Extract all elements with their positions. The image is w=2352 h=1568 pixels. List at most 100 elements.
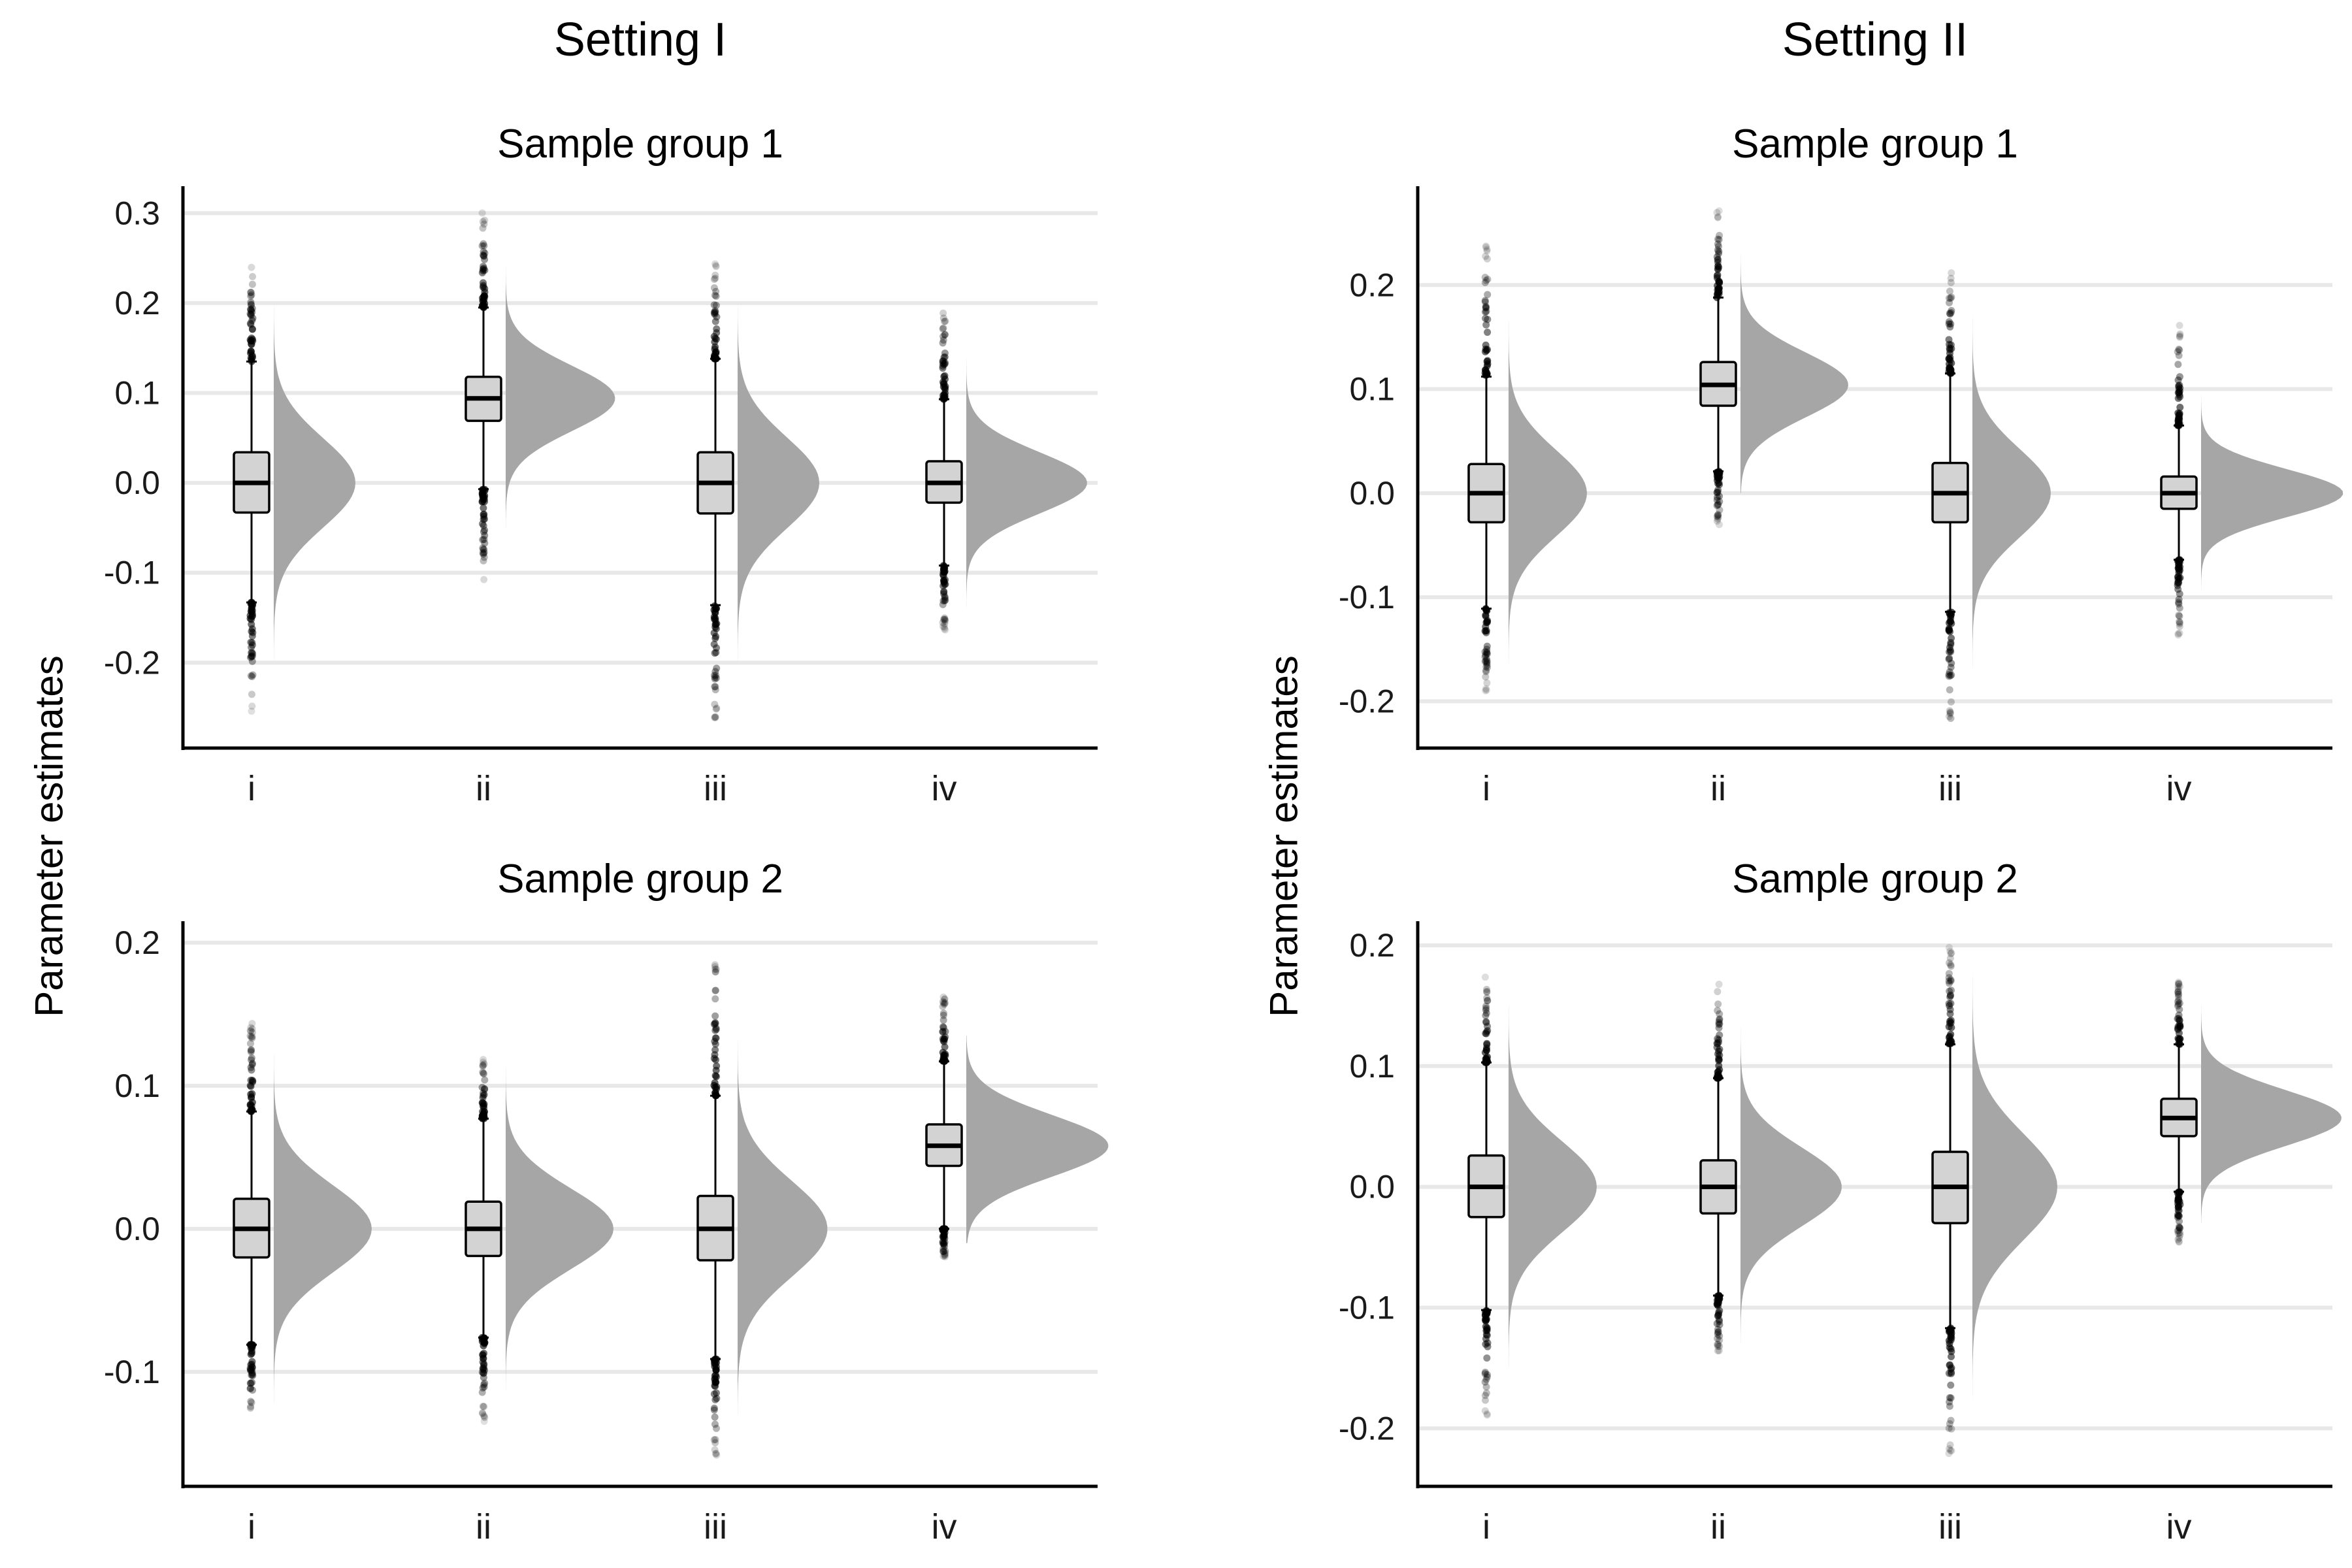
outlier-point bbox=[712, 1424, 720, 1432]
outlier-point bbox=[711, 963, 719, 971]
outlier-point bbox=[1946, 672, 1954, 679]
outlier-point bbox=[480, 1369, 487, 1377]
outlier-point bbox=[1945, 1450, 1953, 1458]
outlier-point bbox=[1946, 993, 1954, 1001]
outlier-point bbox=[1946, 309, 1953, 317]
outlier-point bbox=[711, 1450, 719, 1458]
outlier-point bbox=[1482, 302, 1490, 310]
outlier-point bbox=[1947, 309, 1955, 317]
outlier-point bbox=[939, 333, 947, 340]
raincloud-iii bbox=[1931, 269, 2051, 723]
outlier-point bbox=[2176, 629, 2183, 637]
x-tick-label: i bbox=[1482, 1507, 1490, 1546]
outlier-point bbox=[2174, 988, 2182, 996]
raincloud-ii bbox=[465, 209, 615, 583]
outlier-point bbox=[1947, 617, 1955, 625]
outlier-point bbox=[248, 627, 255, 635]
outlier-point bbox=[1947, 977, 1955, 985]
density-shape bbox=[1509, 1005, 1597, 1368]
outlier-point bbox=[480, 515, 487, 523]
outlier-point bbox=[1714, 1007, 1722, 1015]
outlier-point bbox=[2174, 361, 2182, 368]
outlier-point bbox=[712, 674, 720, 682]
outlier-point bbox=[479, 1061, 487, 1069]
outlier-point bbox=[248, 291, 255, 299]
outlier-point bbox=[1946, 1032, 1953, 1040]
raincloud-iv bbox=[925, 993, 1109, 1261]
outlier-point bbox=[1483, 247, 1491, 255]
outlier-point bbox=[247, 292, 255, 300]
outlier-point bbox=[1947, 1353, 1955, 1361]
y-tick-label: -0.1 bbox=[104, 555, 160, 591]
outlier-point bbox=[1483, 661, 1491, 669]
outlier-point bbox=[2175, 412, 2183, 419]
outlier-point bbox=[2176, 1224, 2184, 1232]
outlier-point bbox=[1945, 320, 1953, 328]
outlier-point bbox=[247, 347, 255, 355]
outlier-point bbox=[1946, 1343, 1953, 1351]
outlier-point bbox=[1482, 242, 1490, 250]
outlier-point bbox=[711, 310, 719, 318]
density-shape bbox=[1972, 285, 2051, 691]
outlier-point bbox=[2175, 595, 2183, 603]
outlier-point bbox=[247, 312, 255, 319]
outlier-point bbox=[711, 1396, 719, 1403]
outlier-point bbox=[711, 1019, 719, 1027]
outlier-point bbox=[939, 576, 947, 584]
y-tick-label: 0.0 bbox=[1349, 1169, 1395, 1205]
x-tick-label: iii bbox=[704, 1507, 727, 1546]
outlier-point bbox=[711, 965, 719, 973]
outlier-point bbox=[1713, 512, 1721, 520]
outlier-point bbox=[481, 539, 489, 547]
outlier-point bbox=[478, 242, 486, 250]
outlier-point bbox=[711, 1382, 719, 1390]
panel-title: Sample group 2 bbox=[1732, 857, 2018, 902]
outlier-point bbox=[247, 300, 255, 308]
outlier-point bbox=[1482, 1019, 1490, 1026]
outlier-point bbox=[712, 292, 720, 300]
outlier-point bbox=[2176, 590, 2183, 598]
outlier-point bbox=[1482, 304, 1490, 312]
outlier-point bbox=[941, 995, 949, 1003]
outlier-point bbox=[1482, 1009, 1490, 1017]
outlier-point bbox=[2175, 1212, 2183, 1220]
outlier-point bbox=[1946, 287, 1953, 295]
raincloud-iii bbox=[696, 961, 828, 1459]
outlier-point bbox=[479, 218, 487, 225]
outlier-point bbox=[712, 1056, 720, 1064]
outlier-point bbox=[248, 335, 255, 342]
outlier-point bbox=[2175, 1223, 2183, 1231]
outlier-point bbox=[1713, 1300, 1721, 1308]
outlier-point bbox=[941, 331, 949, 338]
outlier-point bbox=[1714, 515, 1722, 523]
outlier-point bbox=[2175, 351, 2183, 359]
outlier-point bbox=[1482, 1006, 1490, 1014]
outlier-point bbox=[1481, 1368, 1489, 1376]
outlier-point bbox=[2176, 1017, 2183, 1024]
outlier-point bbox=[479, 1102, 487, 1110]
outlier-point bbox=[939, 336, 947, 344]
outlier-point bbox=[248, 308, 256, 316]
outlier-point bbox=[1946, 644, 1953, 651]
outlier-point bbox=[1481, 298, 1489, 306]
outlier-point bbox=[710, 672, 718, 679]
outlier-point bbox=[247, 672, 255, 679]
outlier-point bbox=[1947, 961, 1955, 969]
outlier-point bbox=[941, 614, 949, 622]
outlier-point bbox=[940, 588, 948, 596]
outlier-point bbox=[1946, 955, 1954, 962]
outlier-point bbox=[1715, 1062, 1723, 1070]
outlier-point bbox=[1482, 686, 1490, 694]
outlier-point bbox=[248, 639, 256, 647]
outlier-point bbox=[1715, 250, 1723, 257]
raincloud-iv bbox=[2160, 321, 2344, 639]
outlier-point bbox=[1482, 243, 1490, 251]
outlier-point bbox=[941, 616, 949, 624]
y-tick-label: 0.2 bbox=[114, 924, 160, 961]
outlier-point bbox=[481, 1085, 489, 1093]
outlier-point bbox=[1484, 996, 1492, 1004]
outlier-point bbox=[1481, 1396, 1489, 1404]
outlier-point bbox=[2176, 623, 2183, 630]
outlier-point bbox=[1482, 1004, 1490, 1012]
outlier-point bbox=[481, 526, 489, 534]
